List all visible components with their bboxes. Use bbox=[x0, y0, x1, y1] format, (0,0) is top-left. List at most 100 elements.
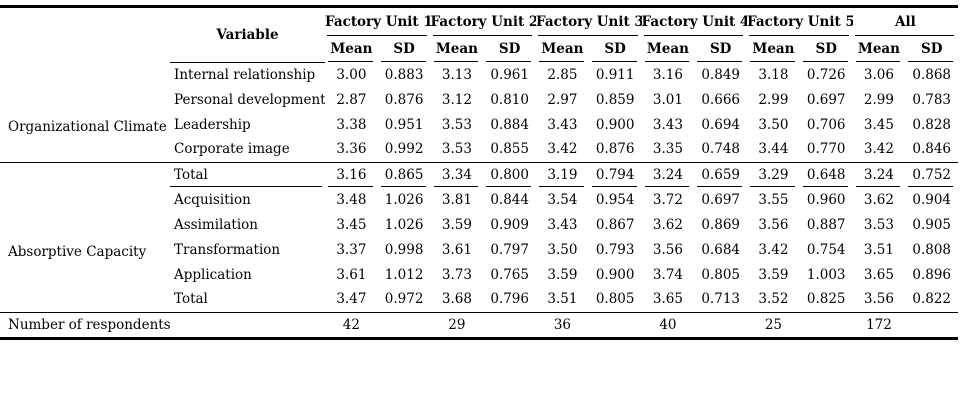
mean-cell: 3.45 bbox=[863, 116, 894, 133]
spacer-cell bbox=[799, 311, 853, 337]
col-header-sd: SD bbox=[694, 36, 747, 62]
sd-cell: 0.972 bbox=[384, 291, 424, 308]
mean-cell: 3.59 bbox=[758, 266, 789, 283]
respondent-count-cell: 36 bbox=[536, 311, 589, 337]
mean-cell: 3.00 bbox=[336, 66, 367, 83]
variable-cell: Total bbox=[174, 291, 208, 308]
mean-cell: 3.62 bbox=[652, 216, 683, 233]
sd-cell: 0.684 bbox=[701, 241, 740, 258]
col-header-mean: Mean bbox=[642, 36, 695, 62]
variable-cell: Application bbox=[174, 266, 252, 283]
mean-cell: 3.42 bbox=[863, 141, 894, 158]
sd-cell: 0.793 bbox=[595, 241, 635, 258]
respondent-count-cell: 29 bbox=[430, 311, 484, 337]
sd-cell: 0.706 bbox=[806, 116, 846, 133]
sd-cell: 0.713 bbox=[701, 291, 740, 308]
sd-cell: 0.810 bbox=[490, 91, 529, 108]
sd-cell: 0.876 bbox=[595, 141, 635, 158]
spacer-cell bbox=[0, 212, 170, 237]
spacer-cell bbox=[588, 311, 642, 337]
mean-cell: 3.37 bbox=[336, 241, 367, 258]
mean-cell: 3.61 bbox=[336, 266, 367, 283]
sd-cell: 1.012 bbox=[384, 266, 424, 283]
mean-cell: 3.24 bbox=[641, 161, 695, 187]
sd-cell: 0.865 bbox=[377, 161, 431, 187]
mean-cell: 3.48 bbox=[336, 191, 367, 208]
mean-cell: 3.42 bbox=[758, 241, 789, 258]
col-header-variable: Variable bbox=[170, 8, 325, 63]
mean-cell: 3.29 bbox=[747, 161, 800, 187]
spacer-cell bbox=[0, 62, 170, 87]
sd-cell: 0.884 bbox=[490, 116, 529, 133]
mean-cell: 3.51 bbox=[547, 291, 578, 308]
section-label-organizational-climate: Organizational Climate bbox=[8, 119, 167, 135]
mean-cell: 3.61 bbox=[441, 241, 472, 258]
statistics-table: Organizational Climate Absorptive Capaci… bbox=[0, 5, 959, 340]
sd-cell: 0.800 bbox=[483, 161, 537, 187]
table-row-assimilation: Assimilation 3.45 1.026 3.59 0.909 3.43 … bbox=[0, 212, 958, 237]
variable-cell: Internal relationship bbox=[174, 66, 316, 83]
mean-cell: 3.43 bbox=[547, 216, 578, 233]
mean-cell: 3.81 bbox=[441, 191, 472, 208]
sd-cell: 0.797 bbox=[490, 241, 529, 258]
mean-cell: 3.36 bbox=[336, 141, 367, 158]
mean-cell: 3.01 bbox=[652, 91, 683, 108]
sd-cell: 0.794 bbox=[588, 161, 642, 187]
mean-cell: 2.87 bbox=[336, 91, 367, 108]
variable-cell: Leadership bbox=[174, 116, 251, 133]
col-header-sd: SD bbox=[800, 36, 853, 62]
table-row-application: Application 3.61 1.012 3.73 0.765 3.59 0… bbox=[0, 262, 958, 287]
sd-cell: 0.770 bbox=[806, 141, 846, 158]
mean-cell: 3.38 bbox=[336, 116, 367, 133]
sd-cell: 0.868 bbox=[912, 66, 952, 83]
sd-cell: 0.844 bbox=[490, 191, 529, 208]
variable-cell: Assimilation bbox=[174, 216, 258, 233]
col-header-sd: SD bbox=[483, 36, 536, 62]
mean-cell: 3.73 bbox=[441, 266, 472, 283]
respondent-count-cell: 42 bbox=[325, 311, 378, 337]
col-header-factory-unit-2: Factory Unit 2 bbox=[431, 8, 536, 36]
spacer-cell bbox=[0, 87, 170, 112]
mean-cell: 3.44 bbox=[758, 141, 789, 158]
mean-cell: 3.54 bbox=[547, 191, 578, 208]
mean-cell: 3.34 bbox=[430, 161, 484, 187]
sd-cell: 0.992 bbox=[384, 141, 424, 158]
variable-cell: Total bbox=[170, 161, 325, 187]
table-row-personal-development: Personal development 2.87 0.876 3.12 0.8… bbox=[0, 87, 958, 112]
mean-cell: 3.19 bbox=[536, 161, 589, 187]
sd-cell: 0.911 bbox=[595, 66, 635, 83]
sd-cell: 1.026 bbox=[384, 216, 424, 233]
spacer-cell bbox=[0, 187, 170, 212]
sd-cell: 0.822 bbox=[912, 291, 952, 308]
mean-cell: 3.59 bbox=[547, 266, 578, 283]
sd-cell: 0.828 bbox=[912, 116, 952, 133]
mean-cell: 3.42 bbox=[547, 141, 578, 158]
variable-cell: Transformation bbox=[174, 241, 281, 258]
col-header-factory-unit-4: Factory Unit 4 bbox=[642, 8, 747, 36]
mean-cell: 3.56 bbox=[652, 241, 683, 258]
sd-cell: 0.900 bbox=[595, 266, 635, 283]
col-header-sd: SD bbox=[589, 36, 642, 62]
sd-cell: 0.904 bbox=[912, 191, 952, 208]
sd-cell: 0.752 bbox=[905, 161, 959, 187]
sd-cell: 0.783 bbox=[912, 91, 952, 108]
mean-cell: 3.24 bbox=[852, 161, 906, 187]
sd-cell: 0.697 bbox=[806, 91, 846, 108]
sd-cell: 0.905 bbox=[912, 216, 952, 233]
mean-cell: 3.55 bbox=[758, 191, 789, 208]
mean-cell: 3.06 bbox=[863, 66, 894, 83]
col-header-factory-unit-1: Factory Unit 1 bbox=[325, 8, 431, 36]
sd-cell: 0.825 bbox=[806, 291, 846, 308]
col-header-factory-unit-5: Factory Unit 5 bbox=[747, 8, 853, 36]
table-row-leadership: Leadership 3.38 0.951 3.53 0.884 3.43 0.… bbox=[0, 112, 958, 137]
mean-cell: 3.50 bbox=[758, 116, 789, 133]
mean-cell: 3.50 bbox=[547, 241, 578, 258]
sd-cell: 0.960 bbox=[806, 191, 846, 208]
table-row-internal-relationship: Internal relationship 3.00 0.883 3.13 0.… bbox=[0, 62, 958, 87]
table-row-transformation: Transformation 3.37 0.998 3.61 0.797 3.5… bbox=[0, 237, 958, 262]
spacer-cell bbox=[0, 161, 170, 187]
sd-cell: 0.961 bbox=[490, 66, 529, 83]
mean-cell: 3.18 bbox=[758, 66, 789, 83]
sd-cell: 0.855 bbox=[490, 141, 529, 158]
col-header-mean: Mean bbox=[536, 36, 589, 62]
